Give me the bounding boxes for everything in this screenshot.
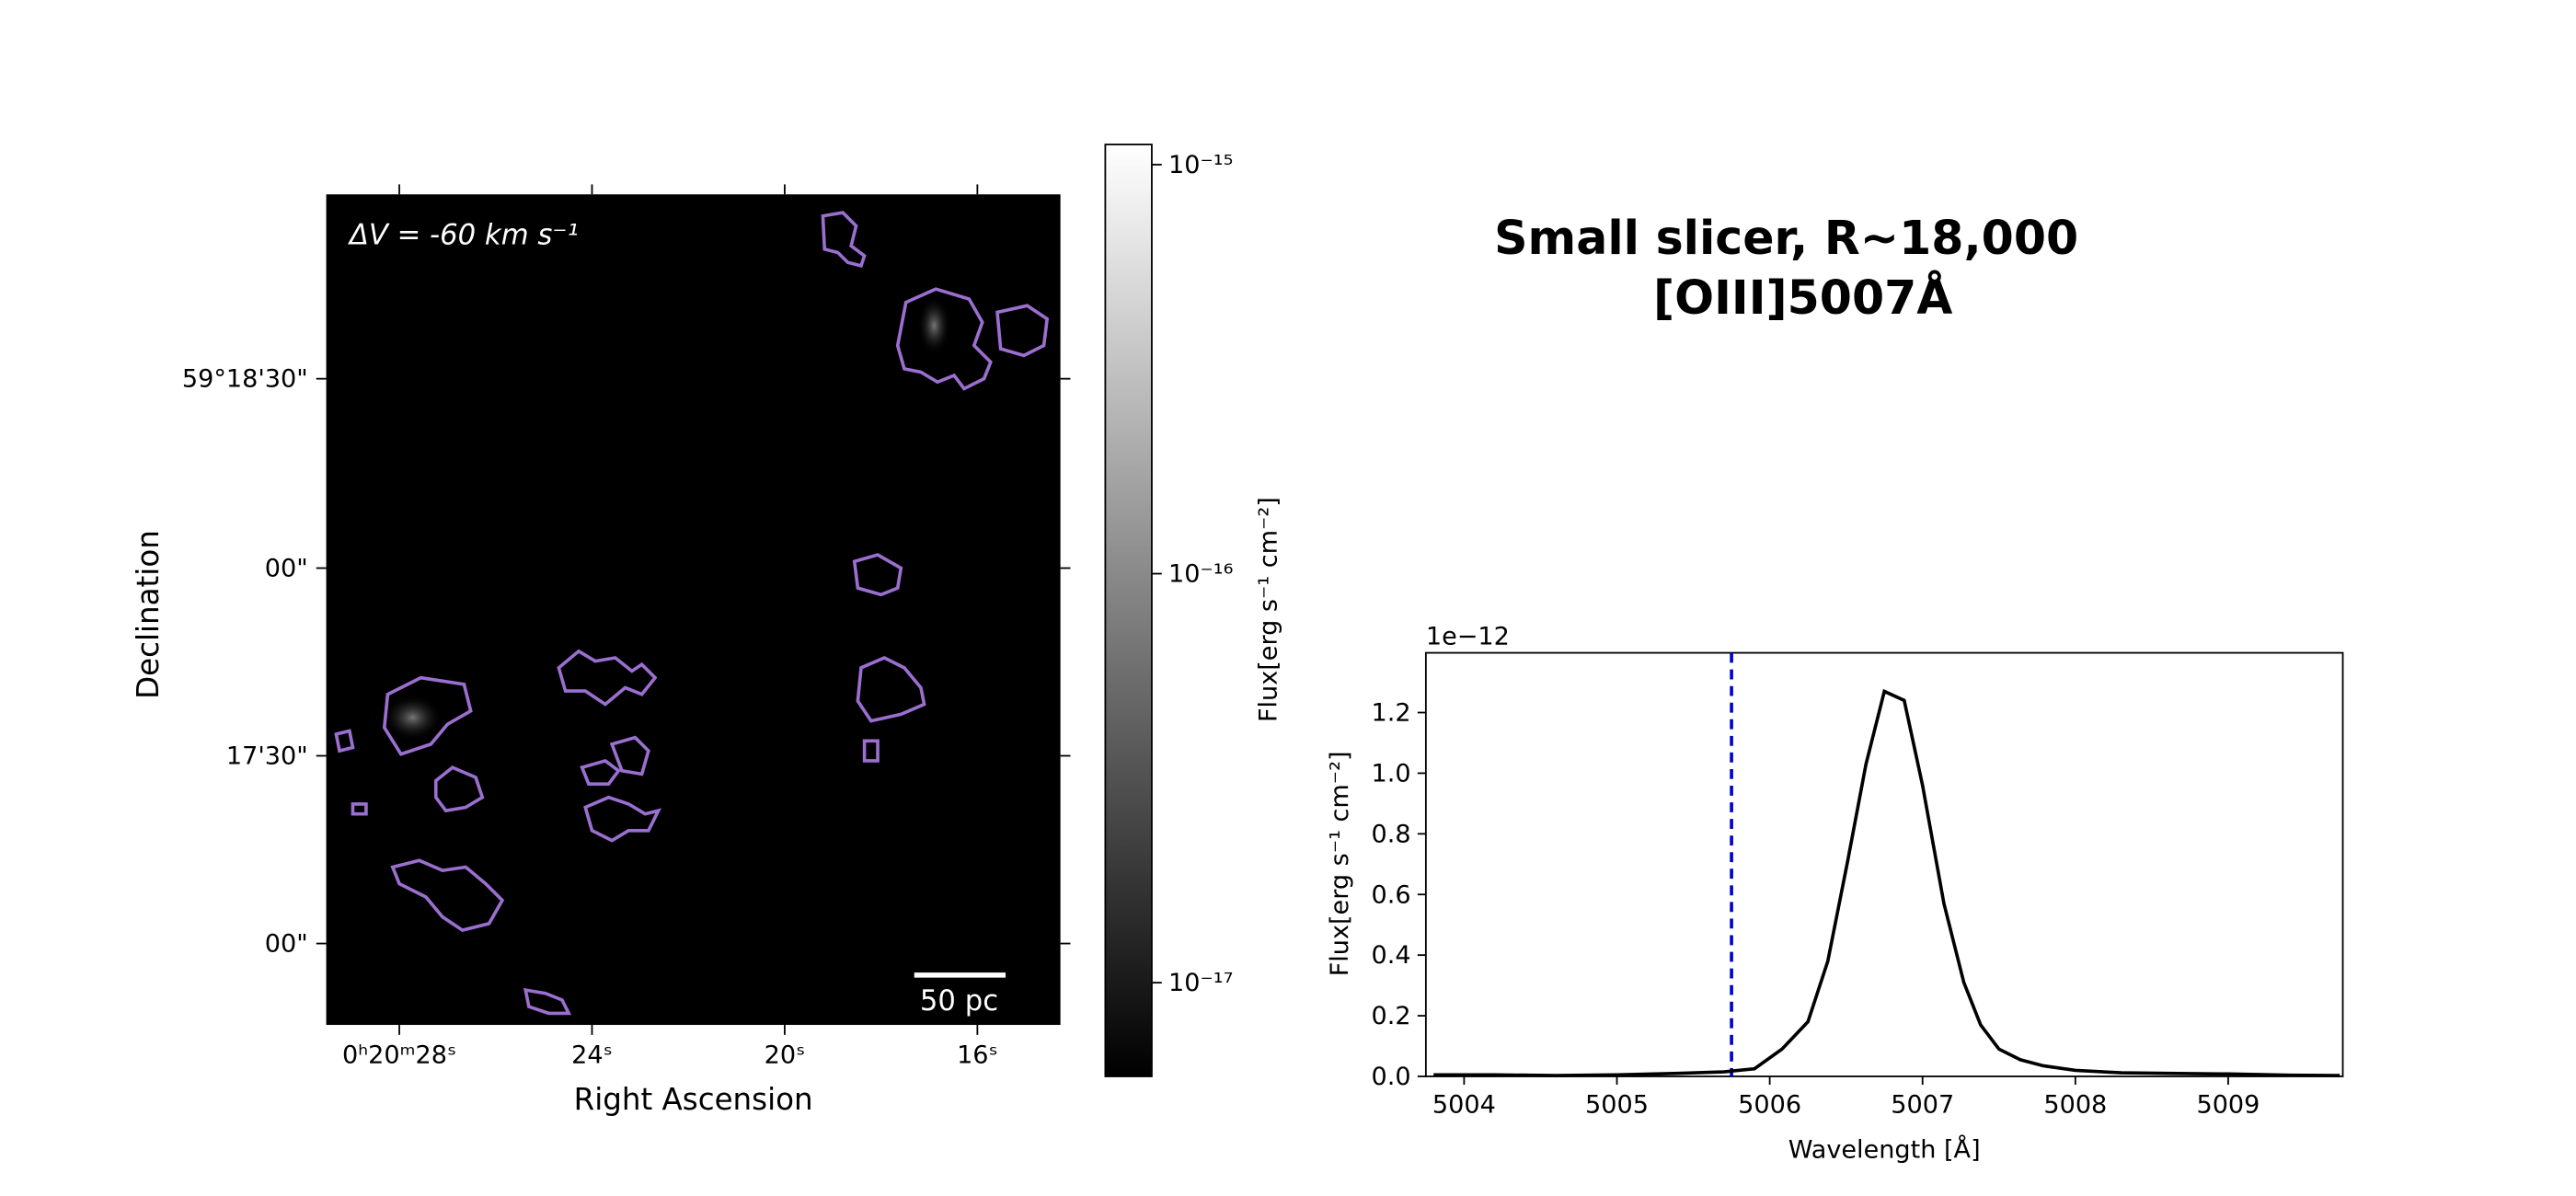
x-tick-label: 20ˢ [765,1041,806,1070]
y-tick-label: 59°18'30" [182,365,308,394]
colorbar-tick-label: 10⁻¹⁶ [1168,560,1233,589]
y-tick-label: 00" [265,930,308,959]
y-tick-label: 0.6 [1372,880,1411,909]
colorbar-tick-label: 10⁻¹⁷ [1168,969,1233,997]
colorbar [1104,144,1153,1077]
y-tick-label: 0.0 [1372,1063,1411,1091]
x-tick-label: 5006 [1738,1091,1801,1120]
x-tick-label: 5004 [1432,1091,1496,1120]
x-tick-label: 5007 [1891,1091,1954,1120]
y-tick-label: 0.8 [1372,820,1411,848]
chart-title: Small slicer, R~18,000 [1494,211,2078,265]
x-axis-label: Right Ascension [574,1082,813,1117]
y-tick-label: 17'30" [226,742,308,771]
plot-frame [1424,651,2344,1077]
y-tick-label: 0.4 [1372,941,1411,970]
x-tick-label: 5009 [2196,1091,2260,1120]
spectrum-line [1433,688,2340,1077]
x-tick-label: 5005 [1585,1091,1649,1120]
x-tick-label: 0ʰ20ᵐ28ˢ [342,1041,456,1070]
colorbar-tick-label: 10⁻¹⁵ [1168,151,1233,179]
colorbar-label: Flux[erg s⁻¹ cm⁻²] [1254,497,1282,722]
x-tick-label: 5008 [2043,1091,2107,1120]
y-axis-label: Flux[erg s⁻¹ cm⁻²] [1326,751,1354,976]
y-tick-label: 1.0 [1372,759,1411,788]
scale-bar-label: 50 pc [920,985,998,1018]
contours [334,211,1050,1016]
y-tick-label: 1.2 [1372,699,1411,728]
y-tick-label: 0.2 [1372,1002,1411,1030]
velocity-annotation: ΔV = -60 km s⁻¹ [348,219,579,251]
x-tick-label: 24ˢ [571,1041,613,1070]
offset-label: 1e−12 [1426,623,1510,651]
y-axis-label: Declination [131,530,166,699]
x-axis-label: Wavelength [Å] [1788,1134,1981,1164]
chart-title: [OIII]5007Å [1653,270,1952,325]
x-tick-label: 16ˢ [957,1041,998,1070]
emission-blob [917,295,951,356]
emission-blob [382,694,443,742]
y-tick-label: 00" [265,555,308,583]
